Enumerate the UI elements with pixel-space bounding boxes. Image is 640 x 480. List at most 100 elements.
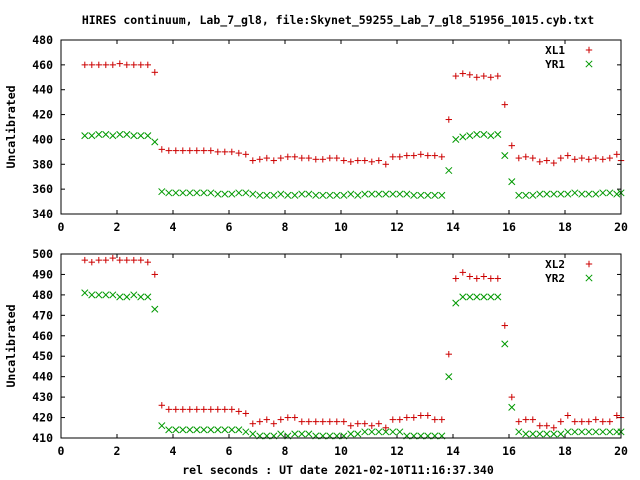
data-point-xl1 [599,156,606,163]
x-axis-label: rel seconds : UT date 2021-02-10T11:16:3… [182,463,494,477]
data-point-yr2 [529,430,537,438]
data-point-yr1 [494,130,502,139]
x-tick-label: 2 [114,220,121,234]
data-point-yr1 [585,190,593,198]
x-tick-label: 8 [282,444,289,458]
data-point-xl2 [501,322,508,329]
legend-label-yr1: YR1 [545,58,565,71]
data-point-xl2 [354,420,361,427]
data-point-yr2 [235,426,243,434]
data-point-yr1 [298,190,306,198]
data-point-xl1 [361,157,368,164]
data-point-xl1 [242,151,249,158]
x-tick-label: 4 [170,444,177,458]
data-point-yr2 [193,426,201,434]
bottom-panel-gridlines [60,253,622,439]
data-point-yr1 [137,132,145,140]
x-tick-label: 8 [282,220,289,234]
data-point-yr1 [235,189,243,197]
series-xl1 [81,60,625,168]
bottom-panel: 0 2 4 6 8 10 12 14 16 18 20 4104204304404504604704… [4,247,628,458]
x-tick-label: 14 [446,220,460,234]
data-point-xl1 [501,101,508,108]
data-point-xl1 [102,61,109,69]
data-point-xl2 [221,406,228,413]
data-point-yr2 [382,428,390,436]
data-point-xl2 [529,416,536,423]
data-point-yr1 [305,190,313,198]
data-point-yr1 [459,133,467,141]
chart-title: HIRES continuum, Lab_7_gl8, file:Skynet_… [82,13,594,28]
data-point-yr1 [88,132,96,140]
data-point-xl1 [494,72,501,80]
x-tick-label: 2 [114,444,121,458]
data-point-yr1 [361,190,369,198]
data-point-xl1 [571,156,578,163]
data-point-yr1 [130,132,138,140]
y-tick-label: 440 [32,83,53,97]
data-point-yr2 [347,430,355,438]
top-panel-y-tick-labels: 340 360 380 400 420 440 460 480 [32,33,53,221]
data-point-xl2 [389,416,396,423]
data-point-xl1 [606,154,613,162]
data-point-yr2 [452,299,460,307]
data-point-xl1 [263,154,270,162]
data-point-xl2 [242,410,249,417]
data-point-xl1 [557,154,564,162]
data-point-xl1 [312,156,319,163]
data-point-yr2 [109,291,117,299]
data-point-xl1 [228,148,235,156]
data-point-yr1 [256,191,264,199]
data-point-yr2 [599,428,607,436]
data-point-yr1 [158,188,166,196]
data-point-xl2 [137,256,144,264]
data-point-yr1 [382,190,390,198]
data-point-xl2 [438,416,445,423]
data-point-yr1 [613,190,621,198]
data-point-xl2 [151,271,158,278]
data-point-xl2 [130,256,137,264]
x-tick-label: 12 [390,444,404,458]
data-point-yr2 [550,430,558,438]
x-tick-label: 10 [334,220,348,234]
data-point-xl1 [130,61,137,69]
data-point-yr2 [228,426,236,434]
data-point-xl2 [109,254,116,262]
data-point-xl2 [270,420,277,427]
data-point-xl2 [81,256,88,264]
data-point-yr1 [375,190,383,198]
data-point-yr2 [179,426,187,434]
data-point-yr1 [263,191,271,199]
data-point-yr2 [291,430,299,438]
data-point-xl1 [116,60,123,67]
data-point-yr1 [515,191,523,199]
data-point-yr1 [214,190,222,198]
data-point-yr1 [200,189,208,197]
x-tick-label: 18 [558,220,572,234]
data-point-yr1 [522,191,530,199]
data-point-xl2 [179,406,186,413]
data-point-yr2 [298,430,306,438]
data-point-xl1 [445,116,452,123]
data-point-yr1 [501,152,509,160]
x-tick-label: 10 [334,444,348,458]
data-point-xl1 [459,70,466,77]
legend-marker-yr1 [585,60,593,68]
top-panel-y-axis-label: Uncalibrated [4,85,18,168]
data-point-xl2 [249,420,256,427]
data-point-xl1 [249,157,256,164]
data-point-xl2 [193,406,200,413]
y-tick-label: 460 [32,329,53,343]
y-tick-label: 400 [32,132,53,146]
data-point-yr2 [543,430,551,438]
top-panel-gridlines [60,39,622,215]
data-point-xl2 [284,414,291,421]
data-point-xl1 [424,152,431,159]
y-tick-label: 480 [32,33,53,47]
data-point-yr1 [424,191,432,199]
data-point-xl2 [172,406,179,413]
data-point-yr1 [165,189,173,197]
data-point-yr2 [368,428,376,436]
data-point-yr1 [312,191,320,199]
